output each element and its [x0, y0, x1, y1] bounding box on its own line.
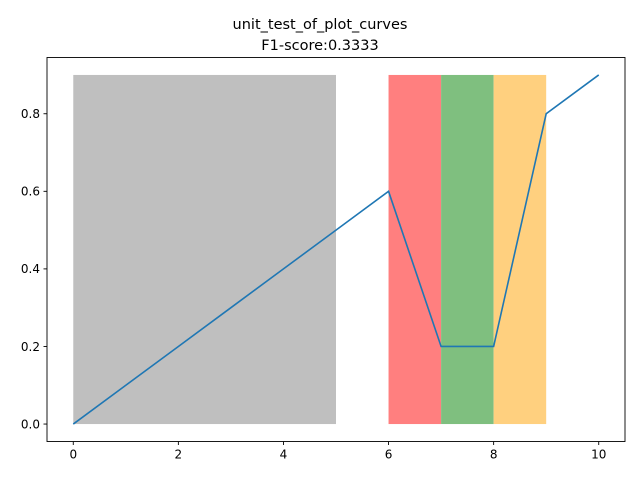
spans-layer	[73, 74, 547, 425]
shaded-span-2	[441, 74, 494, 425]
chart-subtitle: F1-score:0.3333	[261, 38, 378, 54]
shaded-span-0	[73, 74, 336, 425]
plot-frame	[46, 57, 626, 442]
x-tick-label-4: 8	[490, 448, 498, 462]
y-tick-label-4: 0.8	[21, 107, 40, 121]
x-tick-label-0: 0	[69, 448, 77, 462]
x-tick-label-5: 10	[591, 448, 606, 462]
x-tick-label-1: 2	[175, 448, 183, 462]
chart-title: unit_test_of_plot_curves	[233, 17, 408, 33]
shaded-span-1	[388, 74, 442, 425]
y-tick-label-1: 0.2	[21, 340, 40, 354]
series-line-0	[72, 74, 600, 425]
axes-layer: 0 2 4 6 8 10 0.0 0.2 0.4 0.6 0.8	[21, 57, 626, 462]
y-tick-label-0: 0.0	[21, 417, 40, 431]
series-layer	[72, 74, 600, 425]
y-tick-label-2: 0.4	[21, 262, 40, 276]
shaded-span-3	[493, 74, 547, 425]
y-tick-label-3: 0.6	[21, 185, 40, 199]
x-tick-label-2: 4	[280, 448, 288, 462]
x-tick-label-3: 6	[385, 448, 393, 462]
